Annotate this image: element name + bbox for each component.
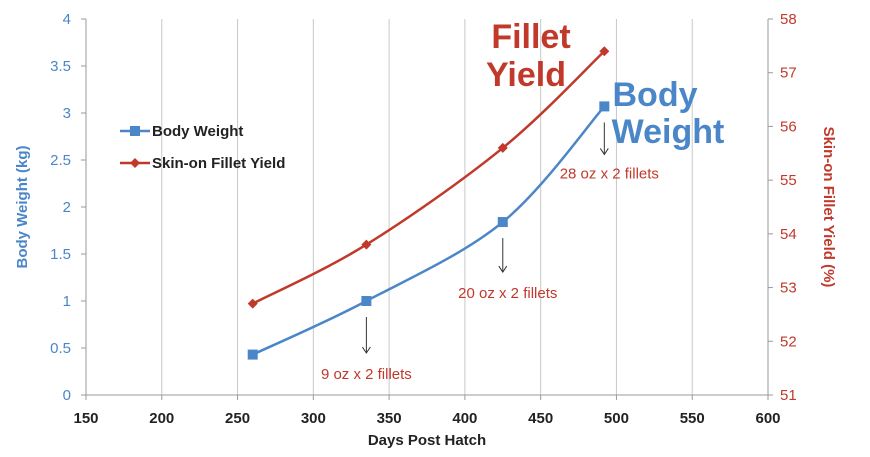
x-tick-label: 600 [755,410,780,427]
series-line-body-weight [252,105,606,356]
x-tick-label: 550 [680,410,705,427]
x-tick-label: 150 [73,410,98,427]
left-tick-label: 0.5 [50,340,71,357]
annotations: 9 oz x 2 fillets 20 oz x 2 fillets 28 oz x… [321,122,659,383]
left-tick-label: 4 [63,11,71,28]
legend-label: Skin-on Fillet Yield [152,155,285,172]
right-tick-label: 51 [780,387,797,404]
series-point-skin-on-fillet-yield [247,298,258,309]
right-tick-label: 55 [780,172,797,189]
x-tick-label: 400 [452,410,477,427]
legend: Body Weight Skin-on Fillet Yield [120,123,285,172]
x-tick-label: 450 [528,410,553,427]
right-tick-label: 53 [780,280,797,297]
right-tick-label: 56 [780,118,797,135]
x-tick-label: 350 [377,410,402,427]
x-tick-label: 200 [149,410,174,427]
series-point-skin-on-fillet-yield [599,46,610,57]
annotation-label: 20 oz x 2 fillets [458,285,557,302]
series-point-body-weight [599,101,610,112]
left-tick-label: 1 [63,293,71,310]
left-tick-label: 1.5 [50,246,71,263]
fillet-label-line1: Fillet [491,18,570,56]
series-point-body-weight [497,217,508,228]
x-tick-label: 500 [604,410,629,427]
right-tick-label: 58 [780,11,797,28]
x-tick-label: 250 [225,410,250,427]
annotation-label: 28 oz x 2 fillets [560,165,659,182]
series-point-body-weight [361,296,372,306]
annotation-label: 9 oz x 2 fillets [321,366,412,383]
left-tick-label: 2 [63,199,71,216]
left-tick-label: 0 [63,387,71,404]
right-axis-title: Skin-on Fillet Yield (%) [820,127,837,288]
x-tick-label: 300 [301,410,326,427]
annotation-arrowhead [361,346,371,354]
series-point-body-weight [247,349,258,360]
left-tick-label: 2.5 [50,152,71,169]
series-point-skin-on-fillet-yield [361,239,372,250]
right-tick-label: 57 [780,65,797,82]
annotation-arrowhead [599,148,609,156]
left-axis-title: Body Weight (kg) [14,145,31,268]
right-tick-label: 54 [780,226,797,243]
left-tick-label: 3.5 [50,58,71,75]
legend-marker [130,126,140,136]
series-line-skin-on-fillet-yield [252,50,606,305]
legend-label: Body Weight [152,123,243,140]
right-tick-label: 52 [780,333,797,350]
fillet-label-line2: Yield [486,56,566,94]
left-tick-label: 3 [63,105,71,122]
x-axis-title: Days Post Hatch [368,432,486,449]
series-point-skin-on-fillet-yield [497,142,508,153]
body-label-line2: Weight [612,113,725,151]
series [247,46,610,360]
body-label-line1: Body [613,76,698,114]
legend-marker [130,158,140,168]
annotation-arrowhead [498,265,508,273]
ticks: 150 200 250 300 350 400 450 500 550 600 0 0.5 1 1.5 2 2… [50,11,797,427]
